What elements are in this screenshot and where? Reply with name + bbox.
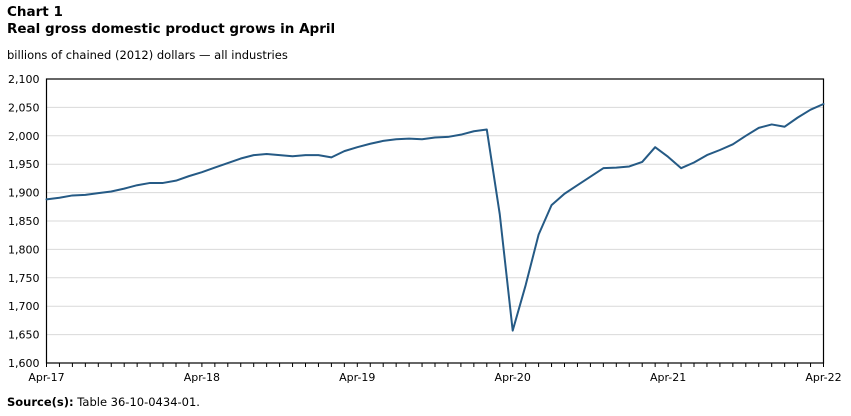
chart-number: Chart 1 — [7, 4, 63, 20]
x-axis-label: Apr-22 — [805, 371, 841, 384]
source-label: Source(s): — [7, 395, 74, 409]
chart-header: Chart 1 Real gross domestic product grow… — [7, 4, 335, 62]
x-axis-label: Apr-18 — [184, 371, 220, 384]
x-axis-label: Apr-19 — [339, 371, 375, 384]
x-axis-label: Apr-20 — [495, 371, 531, 384]
x-axis-label: Apr-21 — [650, 371, 686, 384]
source-text: Table 36-10-0434-01. — [77, 395, 200, 409]
chart-units-subtitle: billions of chained (2012) dollars — all… — [7, 48, 288, 62]
y-axis-label: 1,950 — [8, 158, 40, 171]
y-axis-label: 2,100 — [8, 73, 40, 86]
source-note: Source(s): Table 36-10-0434-01. — [7, 395, 200, 409]
x-axis-label: Apr-17 — [28, 371, 64, 384]
gdp-series-line — [45, 102, 825, 332]
y-axis-label: 2,000 — [8, 130, 40, 143]
y-axis-label: 1,650 — [8, 329, 40, 342]
y-axis-label: 1,850 — [8, 215, 40, 228]
y-axis-label: 1,750 — [8, 272, 40, 285]
y-axis-label: 1,800 — [8, 243, 40, 256]
y-axis-label: 1,600 — [8, 357, 40, 370]
y-axis-label: 1,700 — [8, 300, 40, 313]
chart-title: Real gross domestic product grows in Apr… — [7, 21, 336, 37]
y-axis-label: 1,900 — [8, 187, 40, 200]
y-axis-label: 2,050 — [8, 101, 40, 114]
plot-border — [45, 78, 825, 364]
